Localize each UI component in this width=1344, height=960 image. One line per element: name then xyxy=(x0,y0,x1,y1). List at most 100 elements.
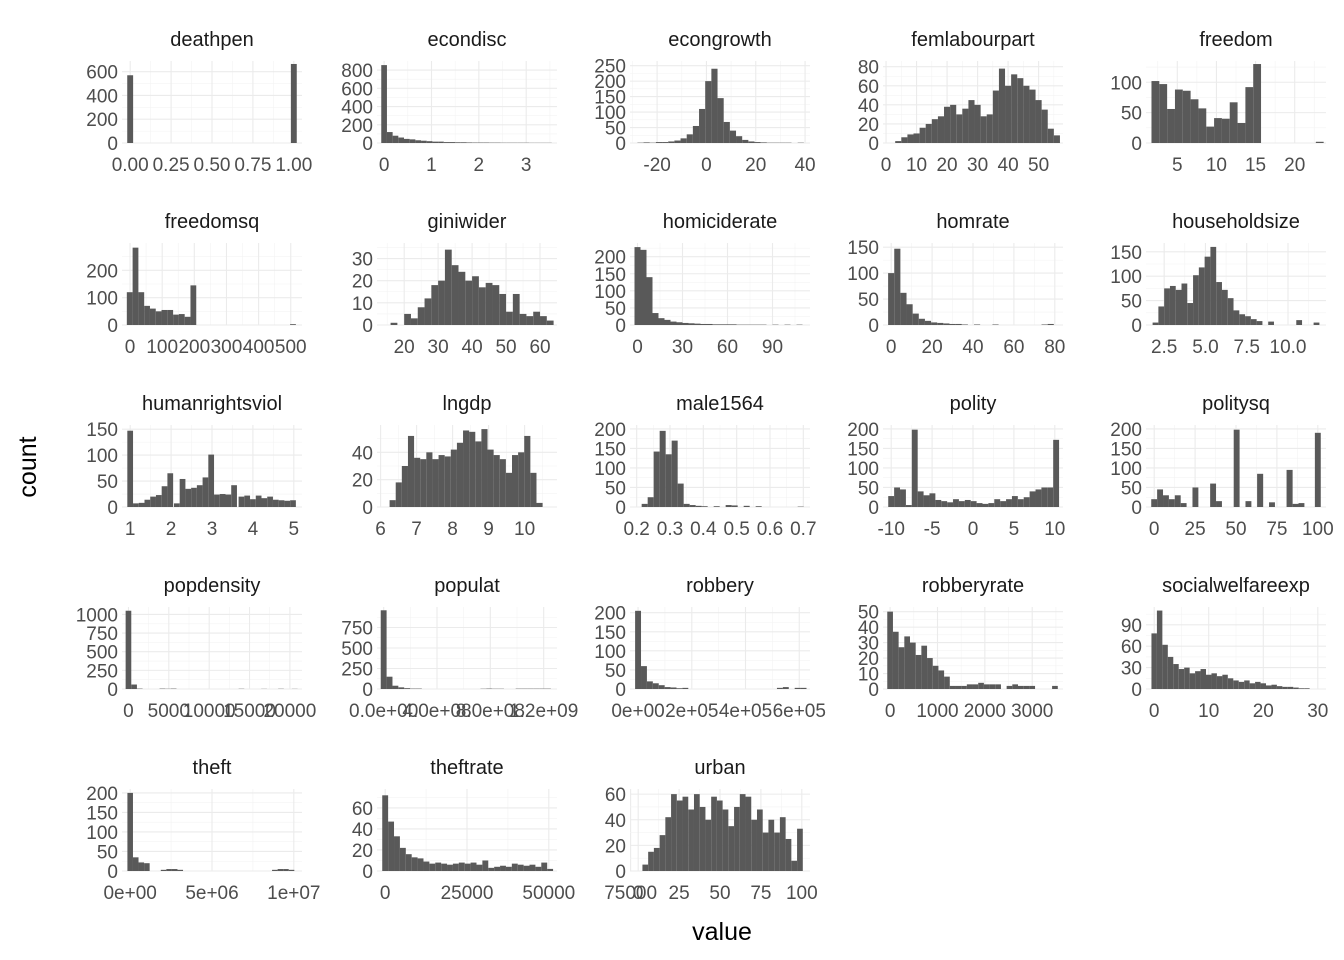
y-tick-label: 500 xyxy=(86,643,118,664)
y-tick-label: 60 xyxy=(1121,637,1142,658)
x-tick-label: 60 xyxy=(1003,337,1024,358)
histogram-bar xyxy=(700,323,707,325)
x-tick-label: 25 xyxy=(669,883,690,904)
histogram-bar xyxy=(127,430,134,507)
histogram-bar xyxy=(1152,322,1159,325)
histogram-bar xyxy=(974,324,981,325)
histogram-bar xyxy=(680,138,687,143)
histogram-bar xyxy=(1192,487,1199,507)
histogram-bar xyxy=(386,132,393,143)
y-tick-label: 200 xyxy=(86,784,118,805)
histogram-bar xyxy=(949,685,956,689)
histogram-bar xyxy=(1164,288,1170,325)
x-tick-label: 0 xyxy=(968,519,979,540)
x-tick-label: 1.2e+09 xyxy=(509,701,578,722)
histogram-bar xyxy=(173,314,179,325)
histogram-bar xyxy=(127,75,134,143)
histogram-bar xyxy=(524,435,531,507)
x-tick-label: 8 xyxy=(447,519,458,540)
histogram-bar xyxy=(138,502,145,507)
histogram-bar xyxy=(470,862,477,871)
panel-title: popdensity xyxy=(164,575,261,597)
histogram-bar xyxy=(290,63,297,143)
histogram-bar xyxy=(961,685,967,689)
histogram-bar xyxy=(155,495,162,507)
histogram-bar xyxy=(505,866,512,871)
y-tick-label: 200 xyxy=(594,420,626,441)
histogram-bar xyxy=(701,506,708,507)
histogram-bar xyxy=(931,119,938,143)
histogram-bar xyxy=(760,142,767,143)
histogram-bar xyxy=(1293,687,1299,689)
histogram-bar xyxy=(1187,303,1194,325)
histogram-bar xyxy=(1222,674,1228,689)
histogram-bar xyxy=(149,308,156,325)
panel-title: homiciderate xyxy=(663,211,778,233)
histogram-bar xyxy=(1158,306,1165,325)
x-tick-label: 1.00 xyxy=(275,155,312,176)
y-tick-label: 40 xyxy=(858,96,879,117)
y-tick-label: 50 xyxy=(97,472,118,493)
x-tick-label: 40 xyxy=(794,155,815,176)
x-tick-label: 20 xyxy=(745,155,766,176)
histogram-bar xyxy=(1210,246,1217,325)
x-tick-label: 10000 xyxy=(183,701,236,722)
histogram-bar xyxy=(392,135,399,143)
x-tick-label: 0.50 xyxy=(194,155,231,176)
histogram-bar xyxy=(1237,122,1246,143)
histogram-bar xyxy=(1151,633,1157,689)
y-tick-label: 500 xyxy=(341,639,373,660)
histogram-bar xyxy=(659,430,666,507)
histogram-bar xyxy=(476,864,483,871)
x-tick-label: 80 xyxy=(1044,337,1065,358)
histogram-bar xyxy=(133,503,139,507)
y-tick-label: 150 xyxy=(594,623,626,644)
histogram-bar xyxy=(923,495,930,507)
histogram-bar xyxy=(1167,656,1174,689)
y-tick-label: 50 xyxy=(858,290,879,311)
histogram-bar xyxy=(1018,685,1024,689)
y-tick-label: 0 xyxy=(615,498,626,519)
histogram-bar xyxy=(272,869,278,871)
y-tick-label: 0 xyxy=(1131,316,1142,337)
histogram-bar xyxy=(706,323,713,325)
histogram-bar xyxy=(658,318,665,325)
histogram-bar xyxy=(648,851,654,871)
y-tick-label: 0 xyxy=(615,680,626,701)
histogram-bar xyxy=(1245,87,1254,143)
histogram-bar xyxy=(431,285,439,325)
x-tick-label: 20 xyxy=(936,155,957,176)
y-tick-label: 0 xyxy=(868,316,879,337)
histogram-bar xyxy=(652,683,659,689)
histogram-bar xyxy=(1047,487,1054,507)
histogram-bar xyxy=(944,676,950,689)
histogram-bar xyxy=(138,292,145,325)
histogram-bar xyxy=(460,142,467,143)
x-tick-label: 5 xyxy=(1009,519,1020,540)
y-tick-label: 80 xyxy=(858,58,879,79)
y-tick-label: 100 xyxy=(86,289,118,310)
y-tick-label: 0 xyxy=(615,862,626,883)
histogram-bar xyxy=(488,867,495,871)
x-tick-label: 1000 xyxy=(916,701,958,722)
histogram-bar xyxy=(1011,496,1018,507)
y-tick-label: 200 xyxy=(594,72,626,93)
panel-title: socialwelfareexp xyxy=(1162,575,1310,597)
x-tick-label: 15000 xyxy=(223,701,276,722)
x-tick-label: 15 xyxy=(1245,155,1266,176)
histogram-bar xyxy=(1244,680,1250,689)
histogram-bar xyxy=(762,832,769,871)
histogram-bar xyxy=(944,106,951,143)
y-tick-label: 30 xyxy=(858,634,879,655)
histogram-bar xyxy=(410,318,418,325)
histogram-bar xyxy=(1206,126,1215,143)
histogram-bar xyxy=(132,857,139,871)
histogram-bar xyxy=(1182,90,1191,143)
y-tick-label: 100 xyxy=(594,103,626,124)
x-tick-label: 40 xyxy=(962,337,983,358)
histogram-bar xyxy=(1257,473,1264,507)
histogram-bar xyxy=(219,494,226,507)
histogram-bar xyxy=(797,828,803,871)
x-tick-label: 90 xyxy=(762,337,783,358)
